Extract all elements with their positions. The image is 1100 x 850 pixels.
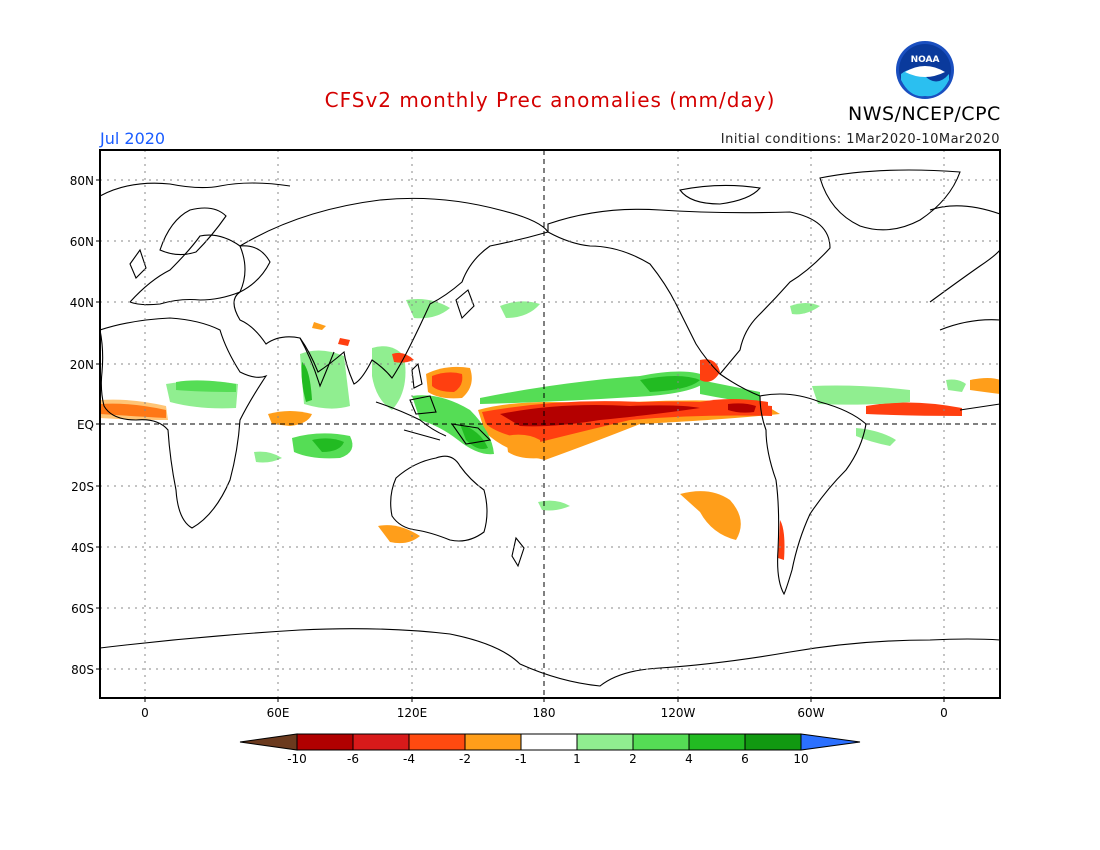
colorbar-label: -6 xyxy=(347,752,359,766)
lat-label-40s: 40S xyxy=(71,541,94,555)
lon-label-0-east: 0 xyxy=(940,706,948,720)
myanmar-dry xyxy=(338,338,350,346)
indian-ocean-wet-core xyxy=(312,438,344,452)
philippines-coast xyxy=(411,362,423,389)
coastlines xyxy=(100,169,1000,687)
south-pacific-dry xyxy=(680,491,741,540)
atlantic-itcz-dry xyxy=(866,402,962,416)
colorbar-bin-2 xyxy=(352,733,410,751)
mexico-dry xyxy=(700,359,720,382)
antarctica-coast xyxy=(100,628,1000,687)
pacific-itcz-strong-dry xyxy=(500,405,700,427)
new-guinea-coast xyxy=(450,423,492,445)
logo-text: NOAA xyxy=(911,55,940,65)
lon-label-120e: 120E xyxy=(396,706,428,720)
initial-conditions: Initial conditions: 1Mar2020-10Mar2020 xyxy=(720,132,1000,147)
month-label: Jul 2020 xyxy=(100,129,166,148)
colorbar-label: -4 xyxy=(403,752,415,766)
pacific-wet-core xyxy=(640,376,700,392)
colorbar-bin-4 xyxy=(464,733,522,751)
lat-label-80s: 80S xyxy=(71,663,94,677)
new-zealand-coast xyxy=(511,536,525,568)
australia-south-dry xyxy=(378,525,420,544)
great-britain xyxy=(129,248,147,279)
nw-atlantic-wet xyxy=(790,303,820,315)
indian-trop-wet xyxy=(176,380,236,392)
w-africa-coast-dry xyxy=(970,378,1000,394)
lat-label-60n: 60N xyxy=(69,235,94,249)
lat-label-80n: 80N xyxy=(69,174,94,188)
colorbar-label: 2 xyxy=(629,752,637,766)
arabian-sea-coast-wet xyxy=(301,362,312,402)
e-africa-wet-small xyxy=(946,379,966,392)
colorbar-bin-9 xyxy=(744,733,802,751)
right-africa-coast xyxy=(939,319,1000,411)
greenland-coast xyxy=(819,169,961,231)
colorbar-label: 1 xyxy=(573,752,581,766)
nw-pacific-wet xyxy=(500,301,540,318)
colorbar-label: 10 xyxy=(793,752,809,766)
org-label: NWS/NCEP/CPC xyxy=(848,103,1001,125)
arabian-peninsula-dry xyxy=(312,322,326,330)
japan-coast xyxy=(455,289,475,320)
south-america-coast xyxy=(759,393,867,596)
gulf-of-guinea-dry-edge xyxy=(100,399,168,420)
right-europe-coast xyxy=(929,249,1000,303)
map-title: CFSv2 monthly Prec anomalies (mm/day) xyxy=(324,88,776,112)
lon-label-180: 180 xyxy=(532,706,556,720)
sw-pacific-wet xyxy=(538,500,570,511)
w-indian-dry xyxy=(268,411,312,426)
arctic-islands-east xyxy=(929,205,1000,215)
lon-label-60e: 60E xyxy=(266,706,290,720)
borneo-coast xyxy=(409,395,437,415)
colorbar-label: -2 xyxy=(459,752,471,766)
philippine-sea-dry-core xyxy=(432,372,463,392)
colorbar-label: 4 xyxy=(685,752,693,766)
anomaly-shading xyxy=(100,299,1000,560)
lon-label-120w: 120W xyxy=(660,706,696,720)
colorbar xyxy=(239,733,861,751)
colorbar-label: -10 xyxy=(287,752,307,766)
colorbar-bin-6 xyxy=(576,733,634,751)
africa-coast xyxy=(100,317,268,529)
caribbean-wet xyxy=(700,380,760,404)
south-atlantic-wet xyxy=(856,428,896,446)
north-america-coast xyxy=(547,208,831,375)
maritime-wet-core xyxy=(460,424,488,449)
india-coast xyxy=(299,337,335,388)
lon-label-60w: 60W xyxy=(797,706,825,720)
se-atlantic-wet xyxy=(254,451,282,463)
colorbar-bin-5 xyxy=(520,733,578,751)
east-china-dry xyxy=(392,352,414,363)
colorbar-arrow-left xyxy=(239,733,298,751)
chile-dry xyxy=(778,520,785,560)
colorbar-bin-3 xyxy=(408,733,466,751)
colombia-strong-dry xyxy=(728,403,756,413)
colorbar-bin-8 xyxy=(688,733,746,751)
lon-label-0: 0 xyxy=(141,706,149,720)
colorbar-arrow-right xyxy=(800,733,861,751)
noaa-logo: NOAA xyxy=(895,40,955,104)
lat-label-20s: 20S xyxy=(71,480,94,494)
colorbar-bin-1 xyxy=(296,733,354,751)
lat-label-20n: 20N xyxy=(69,358,94,372)
scandinavia-coast xyxy=(159,207,227,256)
central-america-coast xyxy=(719,373,761,397)
axis-ticks xyxy=(96,179,945,702)
lat-label-40n: 40N xyxy=(69,296,94,310)
colorbar-label: -1 xyxy=(515,752,527,766)
new-guinea-dry xyxy=(506,434,542,459)
colorbar-label: 6 xyxy=(741,752,749,766)
colorbar-bin-7 xyxy=(632,733,690,751)
canada-islands xyxy=(679,184,762,205)
atlantic-wet xyxy=(812,385,910,405)
arctic-islands-west xyxy=(100,182,291,197)
indonesia-coast xyxy=(375,401,447,441)
lat-label-60s: 60S xyxy=(71,602,94,616)
asia-coast xyxy=(233,197,549,385)
australia-coast xyxy=(390,455,488,542)
lat-label-eq: EQ xyxy=(76,418,94,432)
europe-coast xyxy=(129,234,271,306)
